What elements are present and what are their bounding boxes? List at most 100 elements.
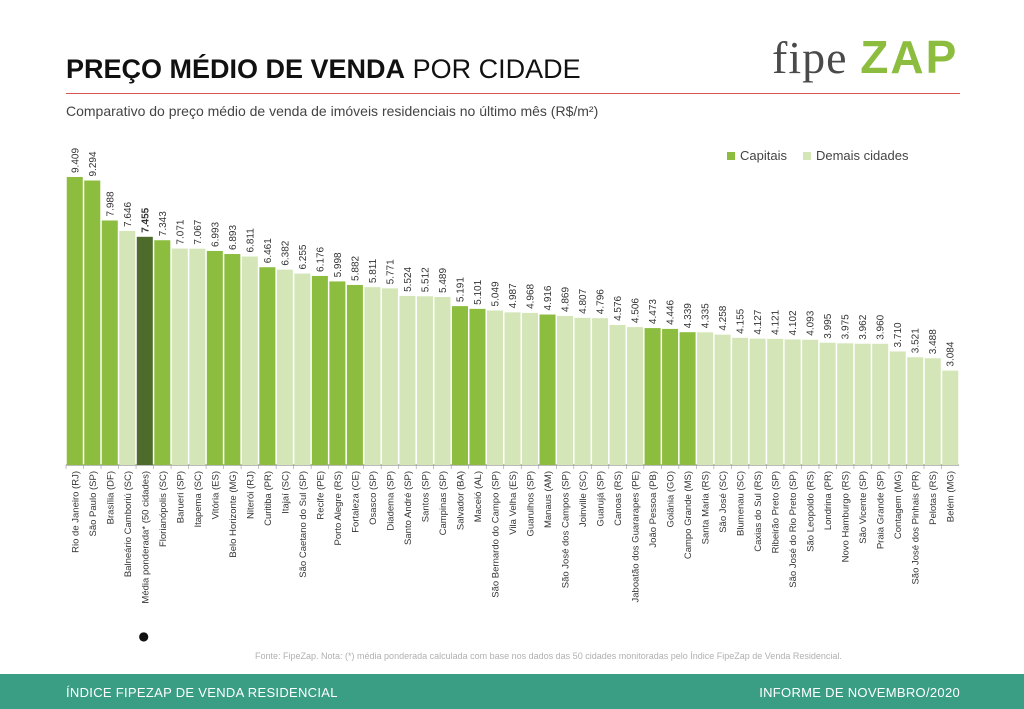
data-label: 5.101 — [473, 279, 484, 304]
data-label: 6.893 — [228, 225, 239, 250]
bar — [84, 180, 101, 466]
data-label: 5.998 — [333, 252, 344, 277]
data-label: 6.382 — [280, 240, 291, 265]
bar — [924, 358, 941, 465]
data-label: 4.127 — [753, 309, 764, 334]
bar-chart: 9.409 Rio de Janeiro (RJ) 9.294 São Paulo (… — [65, 148, 959, 643]
bar — [154, 240, 171, 465]
bar — [259, 267, 276, 465]
x-tick-label: Caxias do Sul (RS) — [753, 471, 764, 552]
bar — [767, 338, 784, 465]
bar — [206, 250, 223, 465]
data-label: 4.807 — [578, 288, 589, 313]
x-tick-label: Blumenau (SC) — [736, 471, 747, 536]
data-label: 6.176 — [315, 246, 326, 271]
data-label: 4.258 — [718, 305, 729, 330]
bar — [469, 308, 486, 465]
x-tick-label: Jaboatão dos Guararapes (PE) — [631, 471, 642, 603]
data-label: 6.811 — [245, 228, 256, 253]
x-tick-label: São Vicente (SP) — [858, 471, 869, 544]
bar — [889, 351, 906, 465]
data-label: 4.335 — [701, 303, 712, 328]
x-tick-label: São Paulo (SP) — [88, 471, 99, 536]
bar — [749, 338, 766, 465]
chart-subtitle: Comparativo do preço médio de venda de i… — [66, 103, 599, 119]
bar — [329, 281, 346, 465]
bar — [644, 328, 661, 465]
data-label: 3.521 — [911, 328, 922, 353]
data-label: 5.489 — [438, 268, 449, 293]
x-tick-label: Balneário Camboriú (SC) — [123, 471, 134, 577]
bar — [364, 287, 381, 465]
x-tick-label: Vitória (ES) — [210, 471, 221, 519]
bar — [504, 312, 521, 465]
data-label: 7.067 — [193, 219, 204, 244]
bar — [294, 273, 311, 465]
x-tick-label: Santos (SP) — [420, 471, 431, 522]
bar — [346, 284, 363, 465]
x-tick-label: Média ponderada* (50 cidades) — [140, 471, 151, 604]
x-tick-label: Guarujá (SP) — [596, 471, 607, 526]
data-label: 4.796 — [596, 289, 607, 314]
bar — [539, 314, 556, 465]
x-tick-label: Canoas (RS) — [613, 471, 624, 526]
x-tick-label: Niterói (RJ) — [245, 471, 256, 519]
bar — [522, 312, 539, 465]
x-tick-label: Diadema (SP) — [385, 471, 396, 531]
bar — [679, 332, 696, 465]
data-label: 7.646 — [123, 202, 134, 227]
bar — [854, 343, 871, 465]
x-tick-label: Salvador (BA) — [455, 471, 466, 530]
x-tick-label: São Caetano do Sul (SP) — [298, 471, 309, 578]
data-label: 5.524 — [403, 266, 414, 291]
x-tick-label: Itapema (SC) — [193, 471, 204, 528]
x-tick-label: Belo Horizonte (MG) — [228, 471, 239, 558]
data-label: 3.995 — [823, 313, 834, 338]
x-tick-label: Santo André (SP) — [403, 471, 414, 545]
weighted-average-marker: ● — [139, 629, 149, 643]
page-title: PREÇO MÉDIO DE VENDA POR CIDADE — [66, 54, 581, 85]
bar — [399, 295, 416, 465]
x-tick-label: Santa Maria (RS) — [701, 471, 712, 544]
x-tick-label: Contagem (MG) — [893, 471, 904, 539]
bar — [119, 230, 136, 465]
x-tick-label: Campo Grande (MS) — [683, 471, 694, 559]
x-tick-label: Ribeirão Preto (SP) — [771, 471, 782, 553]
fipezap-logo: fipe ZAP — [772, 30, 958, 84]
data-label: 4.916 — [543, 285, 554, 310]
data-label: 5.882 — [350, 255, 361, 280]
data-label: 4.446 — [666, 299, 677, 324]
bar — [872, 343, 889, 465]
x-tick-label: Rio de Janeiro (RJ) — [70, 471, 81, 553]
source-note: Fonte: FipeZap. Nota: (*) média ponderad… — [255, 651, 842, 661]
bar — [416, 296, 433, 465]
bar — [907, 357, 924, 465]
x-tick-label: Novo Hamburgo (RS) — [841, 471, 852, 562]
bar — [381, 288, 398, 465]
data-label: 4.869 — [561, 287, 572, 312]
data-label: 6.255 — [298, 244, 309, 269]
x-tick-label: Praia Grande (SP) — [876, 471, 887, 549]
x-tick-label: Vila Velha (ES) — [508, 471, 519, 535]
data-label: 5.191 — [455, 277, 466, 302]
data-label: 5.811 — [368, 258, 379, 283]
bar — [627, 327, 644, 465]
data-label: 3.084 — [946, 341, 957, 366]
bar — [802, 339, 819, 465]
data-label: 7.343 — [158, 211, 169, 236]
data-label: 3.962 — [858, 314, 869, 339]
data-label: 4.987 — [508, 283, 519, 308]
x-tick-label: São José do Rio Preto (SP) — [788, 471, 799, 588]
bar — [224, 254, 241, 465]
x-tick-label: Brasília (DF) — [105, 471, 116, 524]
x-tick-label: São José dos Campos (SP) — [561, 471, 572, 588]
x-tick-label: Londrina (PR) — [823, 471, 834, 530]
legend-swatch-others — [802, 151, 811, 160]
data-label: 4.339 — [683, 303, 694, 328]
bar — [189, 248, 206, 465]
data-label: 9.409 — [70, 148, 81, 173]
x-tick-label: Belém (MG) — [946, 471, 957, 522]
footer-left-text: ÍNDICE FIPEZAP DE VENDA RESIDENCIAL — [66, 685, 338, 700]
data-label: 4.155 — [736, 308, 747, 333]
bar — [714, 334, 731, 465]
